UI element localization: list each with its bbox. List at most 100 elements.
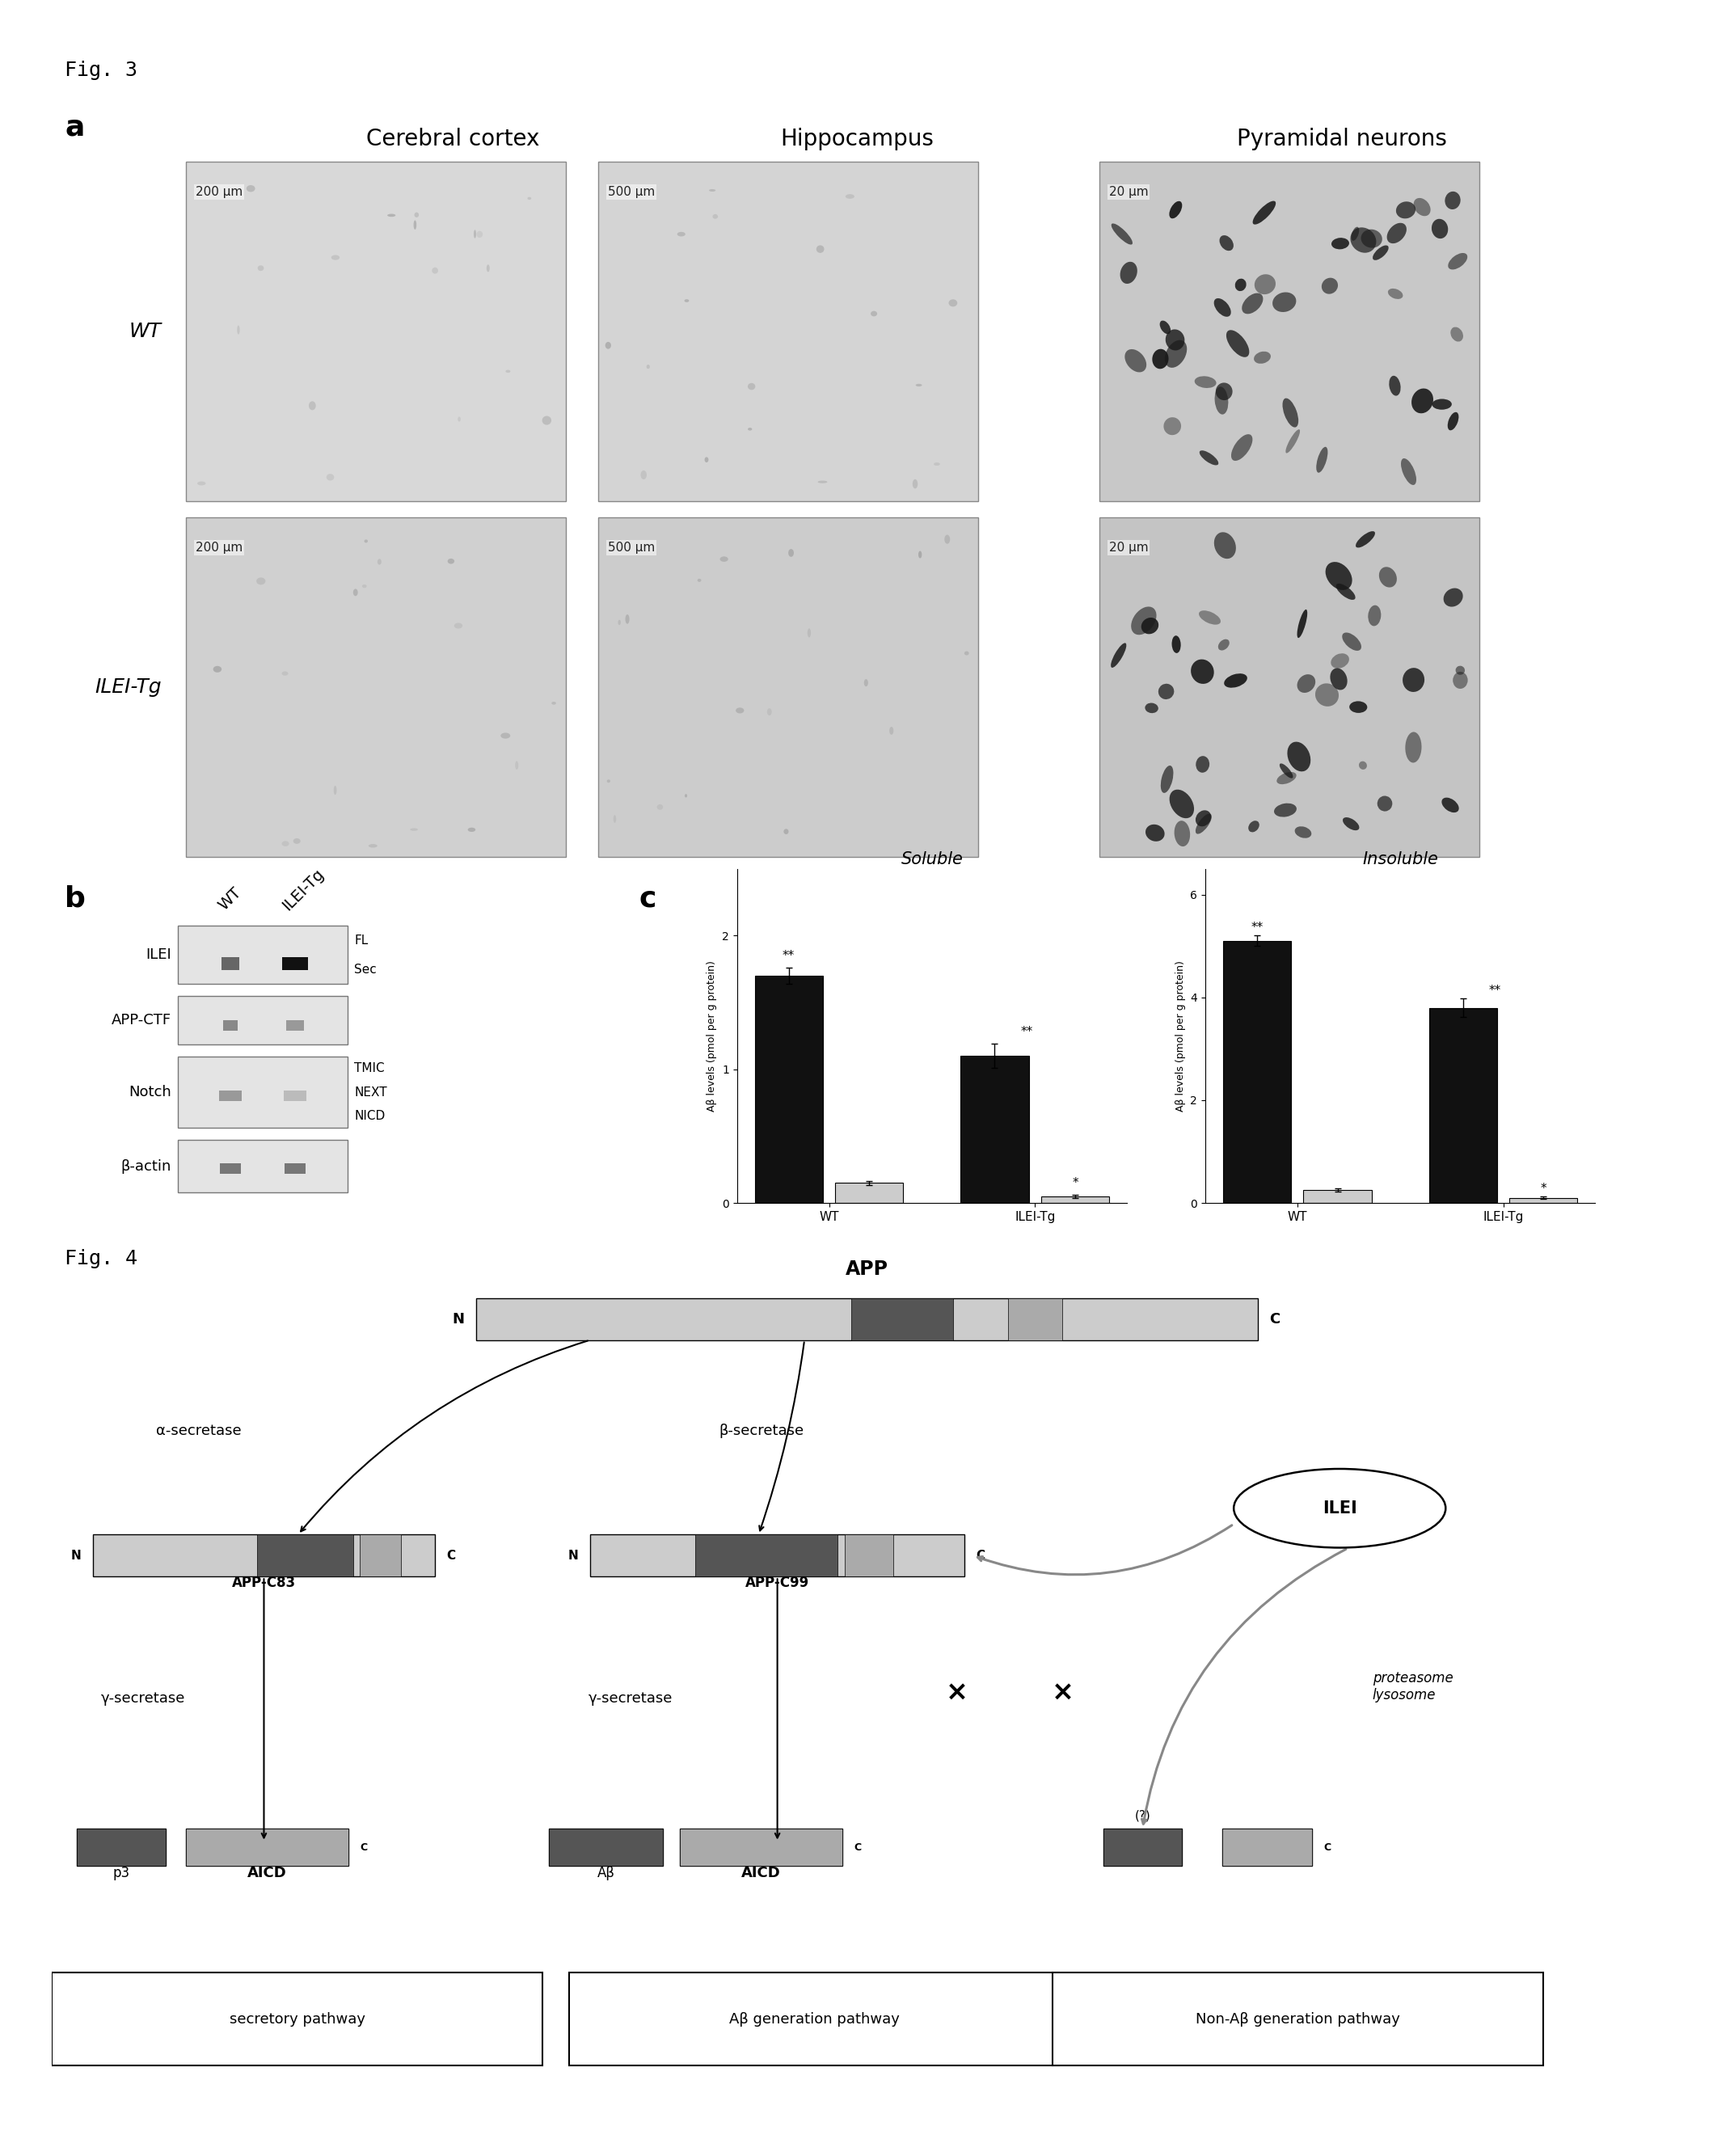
Text: Notch: Notch — [128, 1084, 172, 1100]
Text: N: N — [569, 1550, 579, 1561]
Ellipse shape — [864, 679, 869, 686]
Ellipse shape — [1235, 1468, 1446, 1548]
Text: (?): (?) — [1134, 1809, 1150, 1822]
Ellipse shape — [626, 614, 629, 623]
Ellipse shape — [1160, 321, 1170, 334]
Ellipse shape — [487, 265, 489, 272]
Ellipse shape — [1351, 226, 1377, 252]
Bar — [754, 977, 822, 1203]
Ellipse shape — [387, 213, 395, 218]
Ellipse shape — [1387, 289, 1403, 300]
Text: AICD: AICD — [742, 1865, 780, 1880]
Ellipse shape — [1330, 668, 1347, 690]
Ellipse shape — [364, 539, 368, 543]
Text: C: C — [361, 1841, 368, 1852]
Text: α-secretase: α-secretase — [156, 1423, 241, 1438]
Ellipse shape — [1297, 675, 1316, 692]
Ellipse shape — [1235, 278, 1247, 291]
Bar — [680, 1828, 843, 1865]
Ellipse shape — [607, 780, 610, 783]
Ellipse shape — [1174, 821, 1190, 847]
Text: NICD: NICD — [354, 1110, 385, 1121]
Text: γ-secretase: γ-secretase — [588, 1692, 673, 1705]
Ellipse shape — [808, 627, 812, 638]
Ellipse shape — [369, 843, 378, 847]
Ellipse shape — [1283, 399, 1299, 427]
Text: 20 μm: 20 μm — [1110, 185, 1148, 198]
Ellipse shape — [685, 300, 688, 302]
Bar — [1429, 1007, 1496, 1203]
Text: *: * — [1072, 1177, 1079, 1190]
Bar — [550, 1828, 664, 1865]
Ellipse shape — [1413, 198, 1431, 216]
Ellipse shape — [704, 457, 709, 461]
Text: Aβ generation pathway: Aβ generation pathway — [728, 2012, 900, 2027]
Bar — [179, 1056, 347, 1128]
Ellipse shape — [919, 552, 922, 558]
Ellipse shape — [527, 196, 531, 201]
Ellipse shape — [1131, 606, 1157, 634]
Text: C: C — [853, 1841, 862, 1852]
Ellipse shape — [1146, 824, 1165, 841]
Ellipse shape — [1448, 412, 1458, 431]
Text: NEXT: NEXT — [354, 1087, 387, 1097]
Ellipse shape — [378, 558, 381, 565]
Bar — [1222, 1828, 1313, 1865]
Ellipse shape — [506, 371, 510, 373]
Ellipse shape — [1217, 638, 1229, 651]
Ellipse shape — [458, 416, 461, 423]
Ellipse shape — [1342, 817, 1359, 830]
Ellipse shape — [362, 584, 366, 589]
Ellipse shape — [697, 578, 701, 582]
Text: Hippocampus: Hippocampus — [780, 127, 933, 151]
Ellipse shape — [1169, 789, 1195, 819]
Text: p3: p3 — [113, 1865, 130, 1880]
Ellipse shape — [1242, 293, 1262, 315]
Text: b: b — [64, 886, 85, 912]
Ellipse shape — [1379, 567, 1398, 586]
Ellipse shape — [1172, 636, 1181, 653]
Text: ×: × — [1051, 1680, 1073, 1705]
Ellipse shape — [1198, 610, 1221, 625]
Ellipse shape — [1219, 235, 1233, 250]
Ellipse shape — [1273, 293, 1295, 313]
Text: ILEI-Tg: ILEI-Tg — [95, 677, 161, 696]
Ellipse shape — [685, 793, 687, 798]
Bar — [598, 162, 978, 500]
Ellipse shape — [678, 233, 685, 237]
Ellipse shape — [1349, 701, 1366, 714]
Ellipse shape — [1403, 668, 1424, 692]
Ellipse shape — [1451, 328, 1463, 341]
Ellipse shape — [1120, 261, 1138, 285]
Text: secretory pathway: secretory pathway — [229, 2012, 366, 2027]
Ellipse shape — [1316, 446, 1328, 472]
Bar — [186, 1828, 349, 1865]
Ellipse shape — [1214, 533, 1236, 558]
Bar — [1510, 1199, 1578, 1203]
Ellipse shape — [1321, 278, 1339, 293]
Text: proteasome
lysosome: proteasome lysosome — [1372, 1671, 1453, 1703]
FancyBboxPatch shape — [1053, 1973, 1543, 2065]
Ellipse shape — [501, 733, 510, 740]
Text: N: N — [453, 1311, 465, 1326]
Bar — [961, 1056, 1028, 1203]
Ellipse shape — [766, 709, 772, 716]
Ellipse shape — [258, 265, 264, 272]
Text: APP-C83: APP-C83 — [232, 1576, 297, 1591]
Ellipse shape — [870, 310, 877, 317]
Ellipse shape — [257, 578, 265, 584]
Bar — [695, 1535, 838, 1576]
Text: ILEI-Tg: ILEI-Tg — [279, 867, 328, 914]
Text: Pyramidal neurons: Pyramidal neurons — [1236, 127, 1446, 151]
Text: Cerebral cortex: Cerebral cortex — [366, 127, 539, 151]
Bar — [359, 1535, 401, 1576]
Ellipse shape — [1405, 731, 1422, 763]
FancyBboxPatch shape — [569, 1973, 1059, 2065]
Text: ILEI: ILEI — [146, 946, 172, 962]
Ellipse shape — [198, 481, 206, 485]
Text: 500 μm: 500 μm — [609, 541, 655, 554]
Bar — [218, 1091, 241, 1102]
Text: **: ** — [1250, 923, 1262, 934]
Text: Fig. 4: Fig. 4 — [64, 1248, 137, 1268]
Bar — [222, 957, 239, 970]
